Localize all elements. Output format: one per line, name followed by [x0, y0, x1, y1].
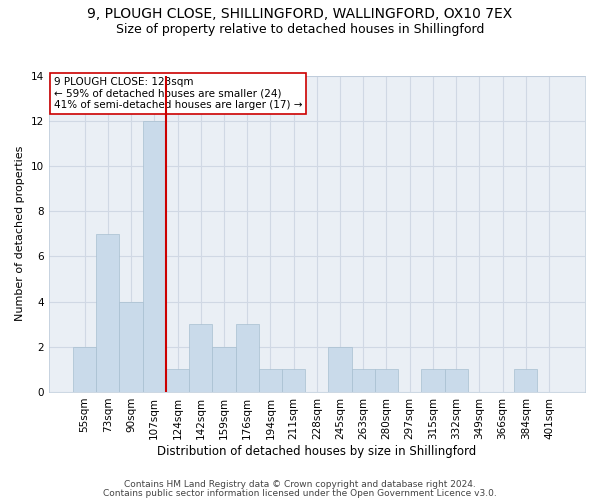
Text: Size of property relative to detached houses in Shillingford: Size of property relative to detached ho…	[116, 22, 484, 36]
Bar	[236, 324, 259, 392]
Bar	[514, 370, 538, 392]
Bar	[96, 234, 119, 392]
Bar	[421, 370, 445, 392]
Text: Contains public sector information licensed under the Open Government Licence v3: Contains public sector information licen…	[103, 489, 497, 498]
Bar	[119, 302, 143, 392]
Bar	[375, 370, 398, 392]
Bar	[282, 370, 305, 392]
Bar	[73, 347, 96, 392]
X-axis label: Distribution of detached houses by size in Shillingford: Distribution of detached houses by size …	[157, 444, 476, 458]
Bar	[445, 370, 468, 392]
Text: 9, PLOUGH CLOSE, SHILLINGFORD, WALLINGFORD, OX10 7EX: 9, PLOUGH CLOSE, SHILLINGFORD, WALLINGFO…	[88, 8, 512, 22]
Bar	[189, 324, 212, 392]
Bar	[352, 370, 375, 392]
Bar	[166, 370, 189, 392]
Y-axis label: Number of detached properties: Number of detached properties	[15, 146, 25, 322]
Bar	[328, 347, 352, 392]
Bar	[259, 370, 282, 392]
Text: 9 PLOUGH CLOSE: 123sqm
← 59% of detached houses are smaller (24)
41% of semi-det: 9 PLOUGH CLOSE: 123sqm ← 59% of detached…	[54, 77, 302, 110]
Text: Contains HM Land Registry data © Crown copyright and database right 2024.: Contains HM Land Registry data © Crown c…	[124, 480, 476, 489]
Bar	[143, 120, 166, 392]
Bar	[212, 347, 236, 392]
